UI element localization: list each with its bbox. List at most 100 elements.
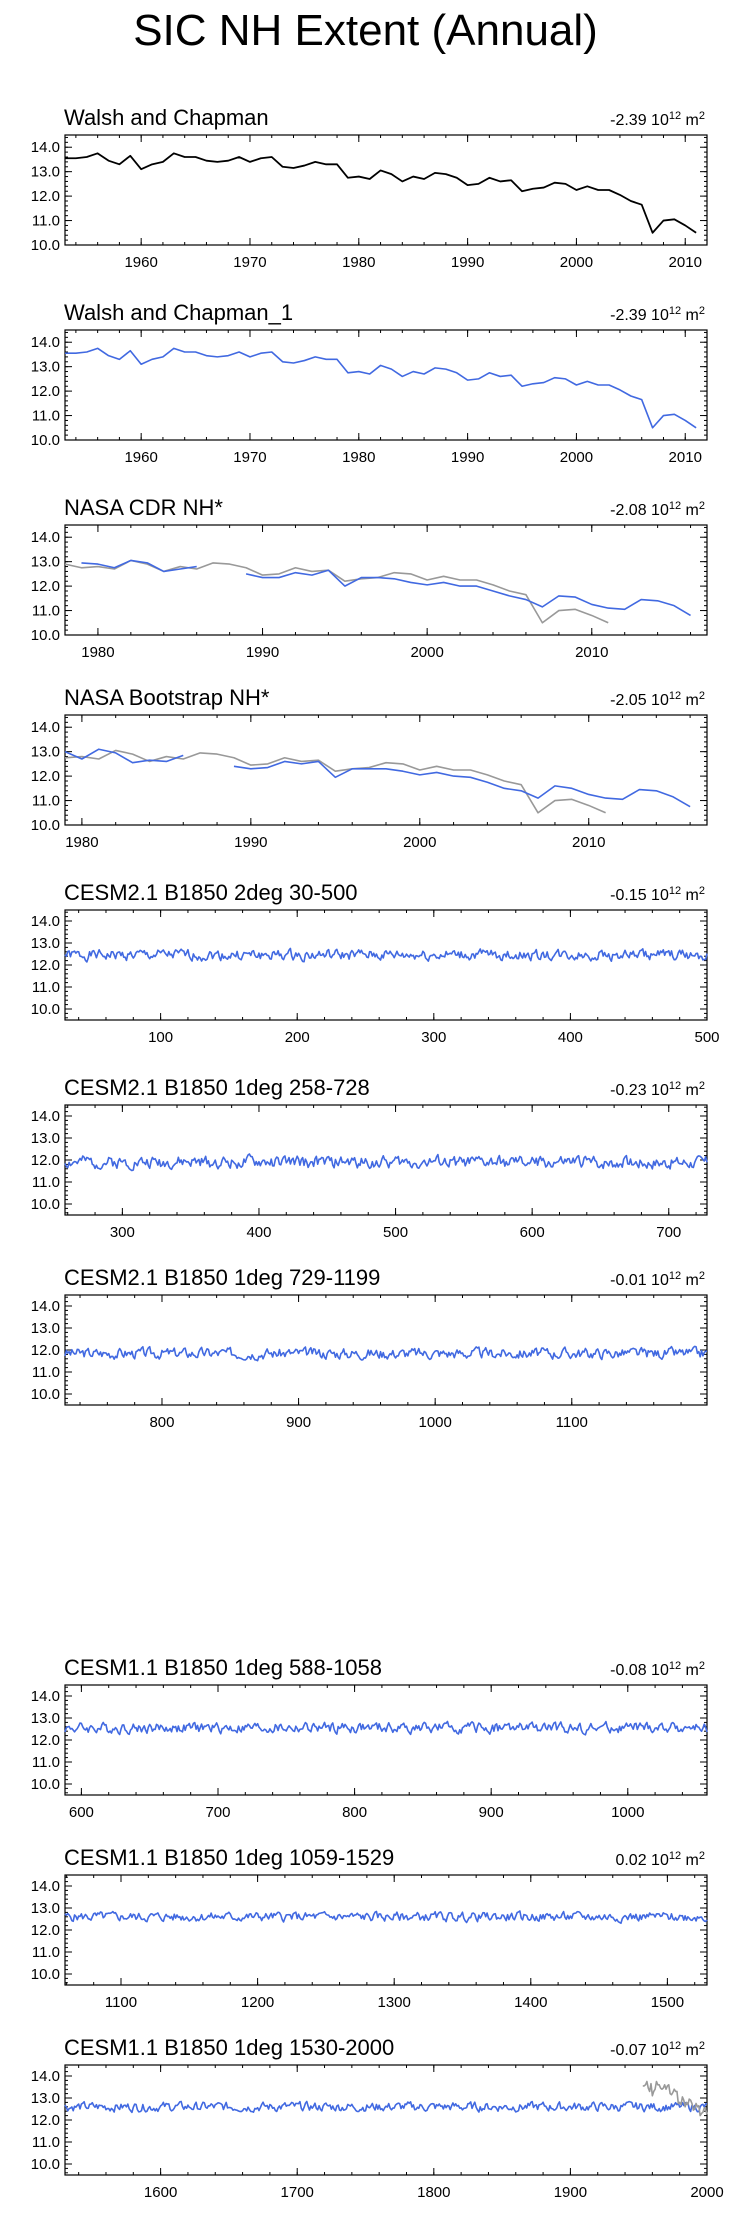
y-tick-label: 10.0 [31, 817, 60, 834]
x-tick-label: 2000 [560, 449, 593, 466]
y-tick-label: 13.0 [31, 935, 60, 952]
y-tick-label: 14.0 [31, 334, 60, 351]
units-unit: m [681, 1082, 699, 1099]
chart-title: CESM2.1 B1850 1deg 729-1199 [64, 1265, 380, 1290]
y-tick-label: 14.0 [31, 1878, 60, 1895]
x-tick-label: 1980 [342, 449, 375, 466]
units-base: 10 [651, 1852, 669, 1869]
y-tick-label: 11.0 [32, 213, 60, 230]
y-tick-label: 14.0 [31, 139, 60, 156]
series-line [642, 2080, 708, 2117]
chart-panel: CESM2.1 B1850 2deg 30-500 -0.15 1012 m2 10… [31, 880, 720, 1046]
units-exp: 12 [669, 1080, 681, 1092]
y-tick-label: 13.0 [31, 359, 60, 376]
x-tick-label: 2000 [560, 254, 593, 271]
x-tick-label: 2010 [669, 449, 702, 466]
series-line [64, 947, 708, 963]
x-tick-label: 1980 [65, 834, 98, 851]
x-tick-label: 1100 [556, 1414, 588, 1431]
units-unit: m [681, 1272, 699, 1289]
chart-title: NASA CDR NH* [64, 495, 223, 520]
y-tick-label: 11.0 [32, 1754, 60, 1771]
trend-label: -0.15 1012 m2 [610, 885, 705, 904]
chart-panel: NASA CDR NH* -2.08 1012 m2 10.0 11.0 12.0 13.… [31, 495, 708, 661]
units-unit: m [681, 112, 699, 129]
plot-frame [64, 1684, 708, 1796]
series-line [64, 1720, 708, 1736]
chart-title: Walsh and Chapman [64, 105, 269, 130]
units-exp: 12 [669, 885, 681, 897]
y-tick-label: 14.0 [31, 1298, 60, 1315]
x-tick-label: 2010 [575, 644, 608, 661]
trend-value: -2.08 [610, 502, 651, 519]
y-tick-label: 12.0 [31, 768, 60, 785]
x-tick-label: 800 [342, 1804, 367, 1821]
units-unit: m [681, 1852, 699, 1869]
chart-panel: NASA Bootstrap NH* -2.05 1012 m2 10.0 11.0 1… [31, 685, 708, 851]
x-tick-label: 1980 [342, 254, 375, 271]
trend-label: -0.08 1012 m2 [610, 1660, 705, 1679]
series-line [64, 748, 184, 764]
series-line [65, 347, 697, 429]
chart-panel: Walsh and Chapman_1 -2.39 1012 m2 10.0 11.0… [31, 300, 708, 466]
y-tick-label: 11.0 [32, 1364, 60, 1381]
units-base: 10 [651, 1082, 669, 1099]
y-tick-label: 10.0 [31, 1386, 60, 1403]
y-tick-label: 11.0 [32, 1174, 60, 1191]
units-exp: 12 [669, 2040, 681, 2052]
plot-frame [64, 134, 708, 246]
units-unit: m [681, 307, 699, 324]
units-unit-exp: 2 [699, 690, 705, 702]
y-tick-label: 11.0 [32, 603, 60, 620]
units-exp: 12 [669, 1660, 681, 1672]
series-line [81, 559, 197, 573]
y-tick-label: 12.0 [31, 1342, 60, 1359]
page-title: SIC NH Extent (Annual) [133, 6, 598, 55]
units-exp: 12 [669, 690, 681, 702]
series-line [245, 569, 691, 617]
units-base: 10 [651, 502, 669, 519]
chart-panel: CESM2.1 B1850 1deg 729-1199 -0.01 1012 m2… [31, 1265, 708, 1431]
units-unit: m [681, 692, 699, 709]
x-tick-label: 2000 [403, 834, 436, 851]
plot-frame [64, 329, 708, 441]
trend-label: -2.05 1012 m2 [610, 690, 705, 709]
units-base: 10 [651, 1662, 669, 1679]
trend-value: -0.01 [610, 1272, 651, 1289]
units-base: 10 [651, 2042, 669, 2059]
chart-title: CESM2.1 B1850 2deg 30-500 [64, 880, 358, 905]
y-tick-label: 10.0 [31, 1776, 60, 1793]
x-tick-label: 900 [479, 1804, 504, 1821]
x-tick-label: 1000 [611, 1804, 644, 1821]
x-tick-label: 1990 [451, 254, 484, 271]
units-exp: 12 [669, 1270, 681, 1282]
units-unit: m [681, 887, 699, 904]
chart-title: CESM1.1 B1850 1deg 1530-2000 [64, 2035, 394, 2060]
y-tick-label: 13.0 [31, 1130, 60, 1147]
trend-label: -0.07 1012 m2 [610, 2040, 705, 2059]
y-tick-label: 12.0 [31, 2112, 60, 2129]
plot-frame [64, 1294, 708, 1406]
units-exp: 12 [669, 305, 681, 317]
trend-value: -0.23 [610, 1082, 651, 1099]
x-tick-label: 100 [148, 1029, 173, 1046]
y-tick-label: 13.0 [31, 2090, 60, 2107]
y-tick-label: 12.0 [31, 1152, 60, 1169]
y-tick-label: 10.0 [31, 627, 60, 644]
trend-value: -0.08 [610, 1662, 651, 1679]
plot-frame [64, 1874, 708, 1986]
y-tick-label: 13.0 [31, 744, 60, 761]
x-tick-label: 300 [110, 1224, 135, 1241]
chart-title: Walsh and Chapman_1 [64, 300, 293, 325]
y-tick-label: 12.0 [31, 1732, 60, 1749]
x-tick-label: 1200 [241, 1994, 274, 2011]
series-line [64, 1910, 708, 1925]
y-tick-label: 14.0 [31, 1688, 60, 1705]
x-tick-label: 200 [285, 1029, 310, 1046]
x-tick-label: 700 [205, 1804, 230, 1821]
y-tick-label: 14.0 [31, 529, 60, 546]
units-base: 10 [651, 1272, 669, 1289]
y-tick-label: 10.0 [31, 237, 60, 254]
units-unit: m [681, 2042, 699, 2059]
y-tick-label: 14.0 [31, 2068, 60, 2085]
